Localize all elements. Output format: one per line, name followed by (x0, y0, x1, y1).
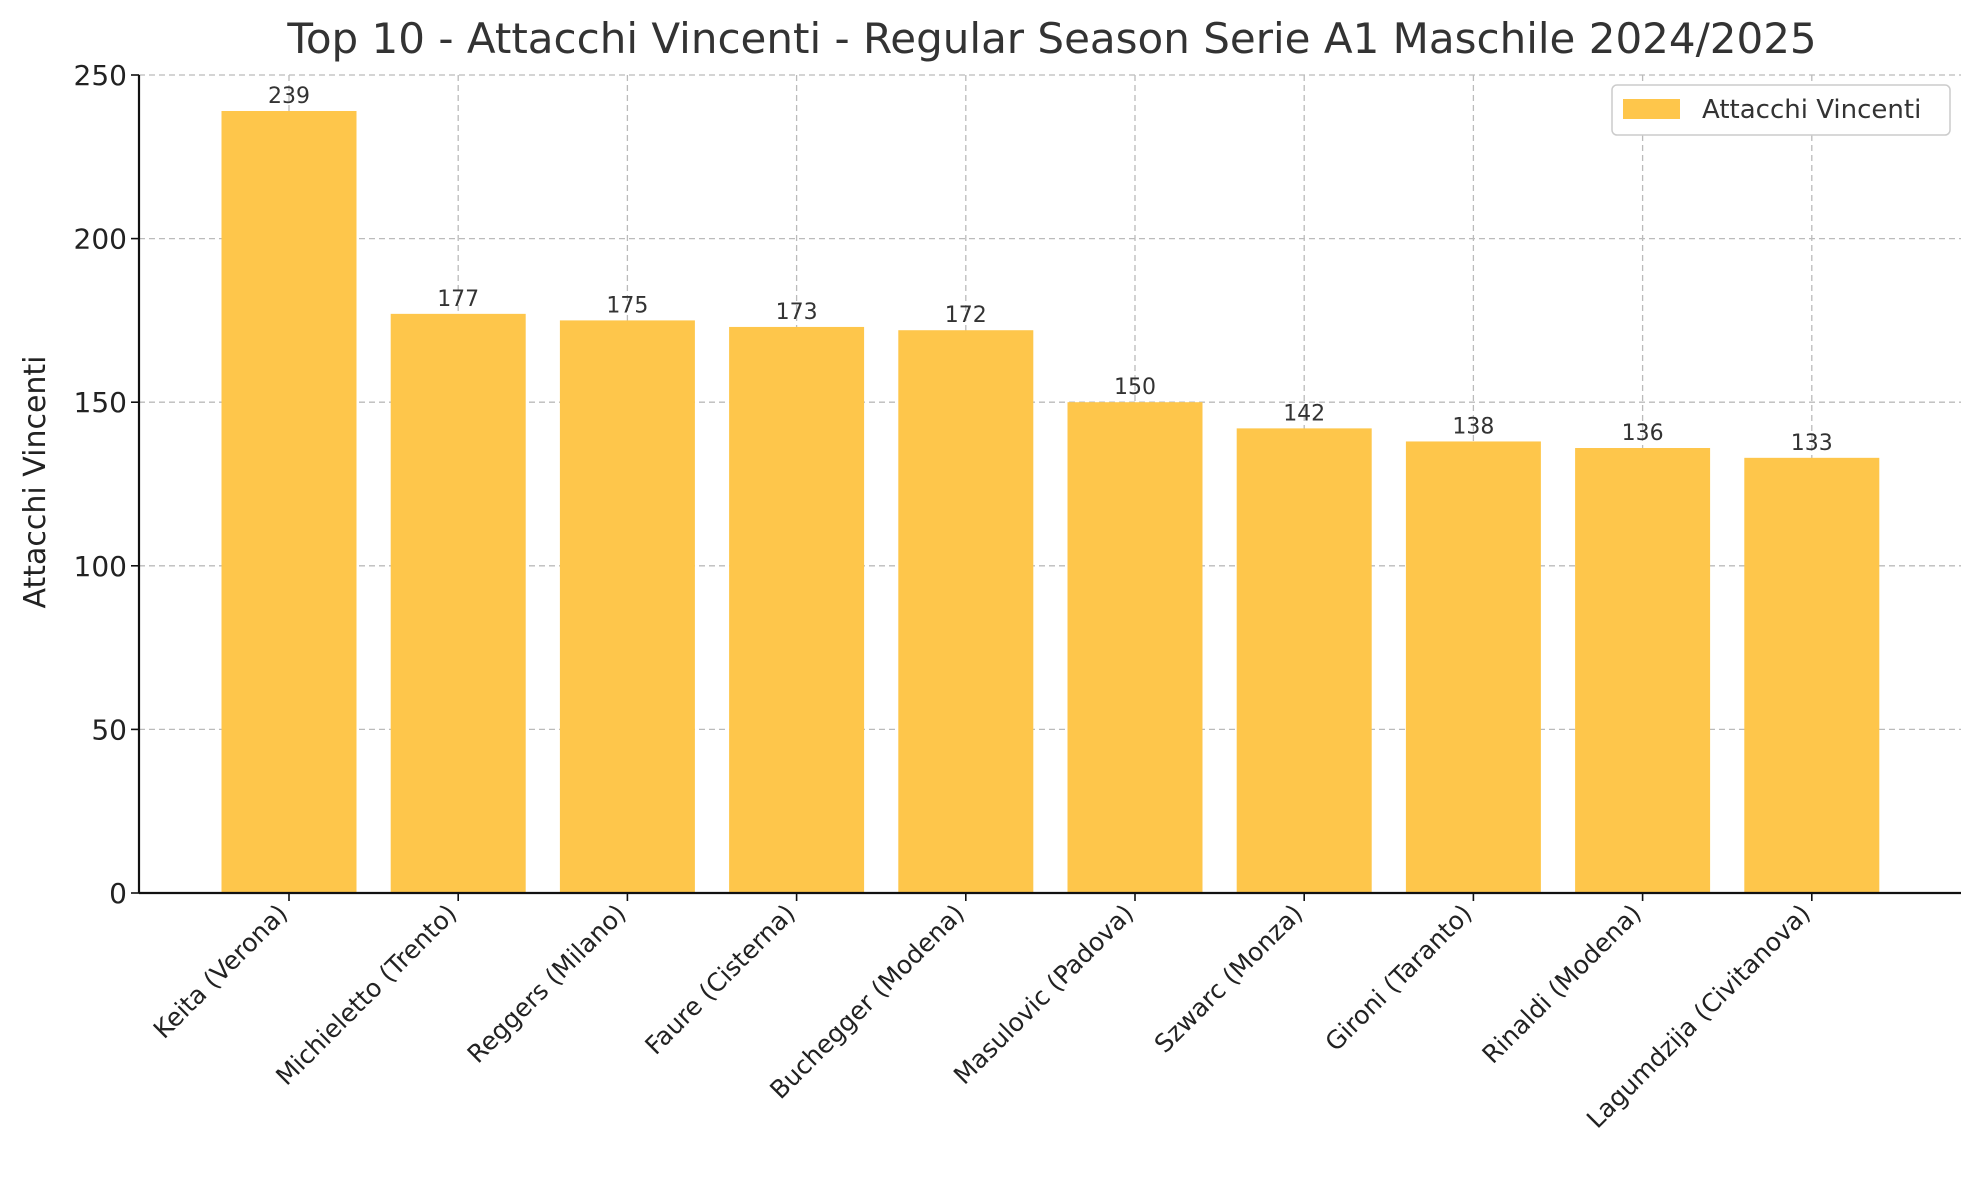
x-tick-label-6: Szwarc (Monza) (1149, 899, 1309, 1059)
data-labels: 239 177 175 173 172 150 142 138 136 133 (268, 84, 1833, 456)
bar-5 (1067, 402, 1203, 893)
bar-8 (1575, 448, 1711, 893)
x-tick-label-1: Michieletto (Trento) (270, 899, 462, 1091)
data-label-5: 150 (1114, 375, 1156, 400)
y-tick-label-200: 200 (74, 223, 127, 256)
data-label-8: 136 (1622, 421, 1664, 446)
y-axis-label: Attacchi Vincenti (18, 355, 53, 608)
legend-label: Attacchi Vincenti (1702, 95, 1921, 125)
bar-4 (898, 330, 1034, 893)
data-label-7: 138 (1452, 414, 1494, 439)
data-label-2: 175 (606, 293, 648, 318)
legend-swatch (1623, 99, 1680, 119)
legend: Attacchi Vincenti (1611, 84, 1951, 136)
data-label-1: 177 (437, 287, 479, 312)
data-label-9: 133 (1791, 431, 1833, 456)
bar-2 (559, 320, 695, 893)
y-tick-label-50: 50 (91, 713, 127, 746)
x-tick-label-3: Faure (Cisterna) (639, 899, 801, 1061)
bar-6 (1236, 428, 1372, 893)
bar-9 (1744, 457, 1880, 893)
data-label-3: 173 (776, 300, 818, 325)
data-label-6: 142 (1283, 401, 1325, 426)
y-tick-label-250: 250 (74, 59, 127, 92)
bar-1 (390, 313, 526, 894)
bar-3 (729, 326, 865, 894)
y-tick-label-100: 100 (74, 550, 127, 583)
data-label-4: 172 (945, 303, 987, 328)
bar-7 (1405, 441, 1541, 893)
x-tick-label-4: Buchegger (Modena) (764, 899, 970, 1105)
chart-title: Top 10 - Attacchi Vincenti - Regular Sea… (286, 14, 1816, 63)
y-tick-label-0: 0 (109, 877, 127, 910)
y-tick-label-150: 150 (74, 386, 127, 419)
x-tick-label-8: Rinaldi (Modena) (1476, 899, 1646, 1069)
bar-0 (221, 110, 357, 893)
x-tick-label-7: Gironi (Taranto) (1320, 899, 1478, 1057)
x-tick-label-5: Masulovic (Padova) (948, 899, 1139, 1090)
bars (221, 110, 1880, 894)
data-label-0: 239 (268, 84, 310, 109)
legend-frame (1611, 84, 1951, 136)
x-tick-label-2: Reggers (Milano) (462, 899, 632, 1069)
x-tick-label-0: Keita (Verona) (148, 899, 294, 1045)
